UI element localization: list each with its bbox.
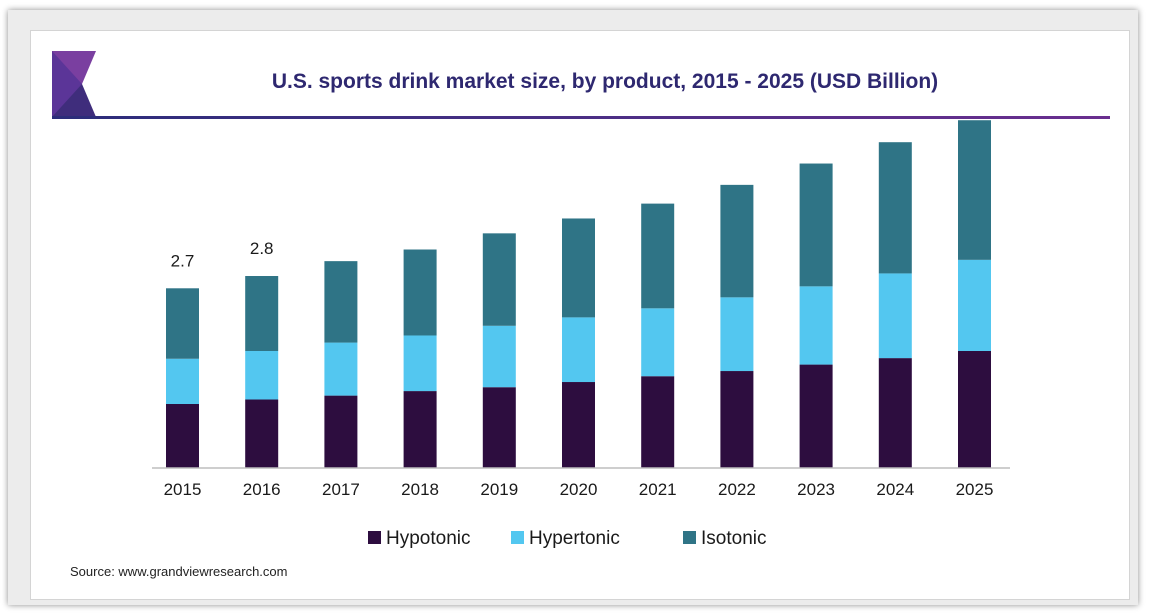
bar-isotonic-2018	[403, 249, 437, 336]
x-tick-label-2021: 2021	[639, 480, 677, 499]
x-tick-label-2024: 2024	[876, 480, 914, 499]
data-label-2016: 2.8	[250, 239, 274, 258]
bar-hypertonic-2018	[403, 335, 437, 392]
bar-hypertonic-2023	[799, 286, 833, 365]
bar-hypertonic-2015	[166, 358, 199, 405]
bar-hypertonic-2019	[482, 325, 516, 388]
x-tick-label-2022: 2022	[718, 480, 756, 499]
title-underline	[52, 116, 1110, 119]
bar-isotonic-2017	[324, 261, 358, 343]
legend-swatch-hypertonic	[511, 531, 524, 544]
bar-hypertonic-2016	[245, 350, 279, 400]
bar-isotonic-2023	[799, 163, 833, 287]
x-tick-label-2023: 2023	[797, 480, 835, 499]
bar-hypotonic-2015	[166, 404, 199, 468]
bar-hypertonic-2022	[720, 297, 754, 372]
bar-hypertonic-2021	[641, 308, 675, 377]
bar-isotonic-2022	[720, 184, 754, 298]
bar-hypotonic-2023	[799, 364, 833, 468]
bar-hypotonic-2025	[958, 350, 991, 468]
grandview-logo-icon	[52, 51, 96, 117]
legend-swatch-hypotonic	[368, 531, 381, 544]
x-tick-label-2015: 2015	[164, 480, 202, 499]
bar-isotonic-2021	[641, 203, 675, 309]
bar-hypotonic-2024	[878, 358, 912, 468]
bar-isotonic-2016	[245, 276, 279, 351]
legend-swatch-isotonic	[683, 531, 696, 544]
x-tick-label-2025: 2025	[956, 480, 994, 499]
bar-isotonic-2015	[166, 288, 199, 359]
bar-hypotonic-2017	[324, 395, 358, 468]
x-tick-label-2019: 2019	[480, 480, 518, 499]
legend-label-hypertonic: Hypertonic	[529, 528, 620, 549]
x-tick-label-2017: 2017	[322, 480, 360, 499]
chart-title: U.S. sports drink market size, by produc…	[271, 70, 939, 93]
data-labels: 2.7 2.8	[171, 239, 274, 270]
bar-hypotonic-2018	[403, 391, 437, 468]
source-note: Source: www.grandviewresearch.com	[70, 564, 288, 579]
legend: Hypotonic Hypertonic Isotonic	[368, 528, 766, 549]
data-label-2015: 2.7	[171, 251, 195, 270]
bar-isotonic-2020	[562, 218, 595, 318]
bar-hypertonic-2017	[324, 342, 358, 396]
x-tick-labels: 2015 2016 2017 2018 2019 2020 2021 2022 2023 2024…	[164, 480, 994, 499]
bar-hypertonic-2024	[878, 273, 912, 359]
bar-isotonic-2024	[878, 142, 912, 274]
bar-hypotonic-2022	[720, 371, 754, 468]
bar-hypotonic-2019	[482, 387, 516, 468]
bar-hypotonic-2020	[562, 382, 595, 468]
x-tick-label-2018: 2018	[401, 480, 439, 499]
bar-hypotonic-2021	[641, 376, 675, 468]
bar-isotonic-2019	[482, 233, 516, 326]
x-tick-label-2020: 2020	[560, 480, 598, 499]
bar-isotonic-2025	[958, 120, 991, 260]
legend-label-isotonic: Isotonic	[701, 528, 766, 549]
bar-hypertonic-2020	[562, 317, 595, 383]
legend-label-hypotonic: Hypotonic	[386, 528, 471, 549]
bar-hypertonic-2025	[958, 259, 991, 351]
x-tick-label-2016: 2016	[243, 480, 281, 499]
bars-group	[166, 120, 991, 468]
bar-hypotonic-2016	[245, 399, 279, 468]
